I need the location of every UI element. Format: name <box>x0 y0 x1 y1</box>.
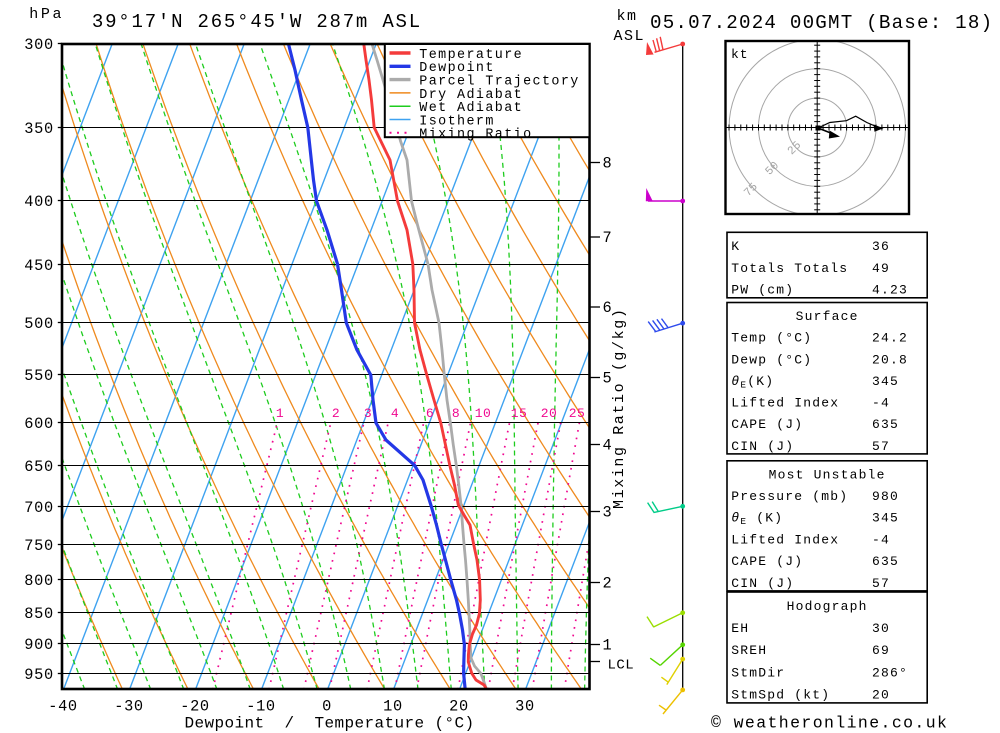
svg-text:57: 57 <box>872 576 890 591</box>
svg-text:3: 3 <box>603 504 613 522</box>
svg-text:PW (cm): PW (cm) <box>731 283 794 298</box>
svg-text:-30: -30 <box>114 698 144 716</box>
svg-text:0: 0 <box>322 698 332 716</box>
svg-text:15: 15 <box>511 406 528 421</box>
svg-text:Isotherm: Isotherm <box>419 114 495 129</box>
svg-text:10: 10 <box>383 698 403 716</box>
svg-text:500: 500 <box>24 315 54 333</box>
svg-text:20: 20 <box>872 688 890 703</box>
svg-text:K: K <box>731 239 740 254</box>
svg-text:4: 4 <box>391 406 399 421</box>
svg-text:EH: EH <box>731 621 749 636</box>
svg-text:286°: 286° <box>872 665 908 680</box>
svg-text:450: 450 <box>24 257 54 275</box>
svg-text:Parcel Trajectory: Parcel Trajectory <box>419 75 579 90</box>
svg-text:69: 69 <box>872 643 890 658</box>
svg-text:635: 635 <box>872 417 899 432</box>
svg-text:Dry Adiabat: Dry Adiabat <box>419 88 523 103</box>
svg-text:550: 550 <box>24 367 54 385</box>
svg-text:θE (K): θE (K) <box>731 511 783 528</box>
svg-text:Temperature: Temperature <box>419 48 523 63</box>
svg-text:950: 950 <box>24 666 54 684</box>
svg-text:Dewpoint / Temperature (°C): Dewpoint / Temperature (°C) <box>185 715 475 733</box>
svg-text:850: 850 <box>24 605 54 623</box>
svg-text:400: 400 <box>24 193 54 211</box>
svg-text:20.8: 20.8 <box>872 352 908 367</box>
svg-text:39°17'N 265°45'W 287m ASL: 39°17'N 265°45'W 287m ASL <box>92 11 422 33</box>
svg-text:4.23: 4.23 <box>872 283 908 298</box>
svg-text:-10: -10 <box>246 698 276 716</box>
svg-text:30: 30 <box>872 621 890 636</box>
svg-text:Lifted Index: Lifted Index <box>731 396 839 411</box>
svg-text:2: 2 <box>603 575 613 593</box>
svg-text:05.07.2024 00GMT (Base: 18): 05.07.2024 00GMT (Base: 18) <box>650 12 993 34</box>
svg-text:650: 650 <box>24 458 54 476</box>
svg-text:5: 5 <box>603 370 613 388</box>
svg-text:Wet Adiabat: Wet Adiabat <box>419 101 523 116</box>
svg-text:57: 57 <box>872 439 890 454</box>
svg-text:8: 8 <box>452 406 460 421</box>
svg-text:-20: -20 <box>180 698 210 716</box>
svg-text:-4: -4 <box>872 396 890 411</box>
svg-text:900: 900 <box>24 636 54 654</box>
svg-text:Dewp (°C): Dewp (°C) <box>731 352 812 367</box>
svg-text:6: 6 <box>603 299 613 317</box>
svg-text:Pressure (mb): Pressure (mb) <box>731 489 848 504</box>
svg-text:800: 800 <box>24 572 54 590</box>
svg-text:CAPE (J): CAPE (J) <box>731 417 803 432</box>
svg-text:2: 2 <box>332 406 340 421</box>
svg-text:4: 4 <box>603 437 613 455</box>
svg-text:-4: -4 <box>872 532 890 547</box>
svg-text:20: 20 <box>449 698 469 716</box>
svg-text:Most Unstable: Most Unstable <box>769 467 886 482</box>
svg-text:Temp (°C): Temp (°C) <box>731 331 812 346</box>
svg-text:345: 345 <box>872 511 899 526</box>
svg-text:750: 750 <box>24 537 54 555</box>
svg-text:© weatheronline.co.uk: © weatheronline.co.uk <box>711 714 948 733</box>
svg-text:600: 600 <box>24 415 54 433</box>
svg-text:StmDir: StmDir <box>731 665 785 680</box>
svg-text:10: 10 <box>475 406 492 421</box>
svg-text:CAPE (J): CAPE (J) <box>731 554 803 569</box>
svg-text:20: 20 <box>541 406 558 421</box>
svg-text:7: 7 <box>603 229 613 247</box>
svg-text:700: 700 <box>24 499 54 517</box>
svg-text:345: 345 <box>872 374 899 389</box>
svg-text:Dewpoint: Dewpoint <box>419 61 495 76</box>
svg-text:-40: -40 <box>48 698 78 716</box>
svg-text:1: 1 <box>276 406 284 421</box>
svg-text:30: 30 <box>515 698 535 716</box>
svg-text:350: 350 <box>24 120 54 138</box>
svg-text:km: km <box>617 8 638 25</box>
svg-text:StmSpd (kt): StmSpd (kt) <box>731 688 830 703</box>
svg-text:300: 300 <box>24 36 54 54</box>
svg-text:25: 25 <box>569 406 586 421</box>
svg-text:8: 8 <box>603 155 613 173</box>
svg-text:hPa: hPa <box>29 6 64 23</box>
svg-text:Surface: Surface <box>796 309 859 324</box>
svg-text:Totals Totals: Totals Totals <box>731 261 848 276</box>
svg-text:635: 635 <box>872 554 899 569</box>
svg-text:Mixing Ratio: Mixing Ratio <box>419 128 532 143</box>
svg-text:980: 980 <box>872 489 899 504</box>
svg-text:3: 3 <box>364 406 372 421</box>
svg-text:Lifted Index: Lifted Index <box>731 532 839 547</box>
svg-text:ASL: ASL <box>614 28 646 45</box>
svg-text:49: 49 <box>872 261 890 276</box>
svg-text:SREH: SREH <box>731 643 767 658</box>
svg-text:Hodograph: Hodograph <box>787 599 868 614</box>
svg-text:LCL: LCL <box>608 657 635 673</box>
svg-text:24.2: 24.2 <box>872 331 908 346</box>
svg-text:kt: kt <box>731 47 749 62</box>
svg-text:1: 1 <box>603 637 613 655</box>
svg-text:CIN (J): CIN (J) <box>731 439 794 454</box>
svg-text:θE(K): θE(K) <box>731 374 774 391</box>
svg-text:Mixing Ratio (g/kg): Mixing Ratio (g/kg) <box>611 308 628 509</box>
svg-text:36: 36 <box>872 239 890 254</box>
svg-text:6: 6 <box>426 406 434 421</box>
svg-text:CIN (J): CIN (J) <box>731 576 794 591</box>
